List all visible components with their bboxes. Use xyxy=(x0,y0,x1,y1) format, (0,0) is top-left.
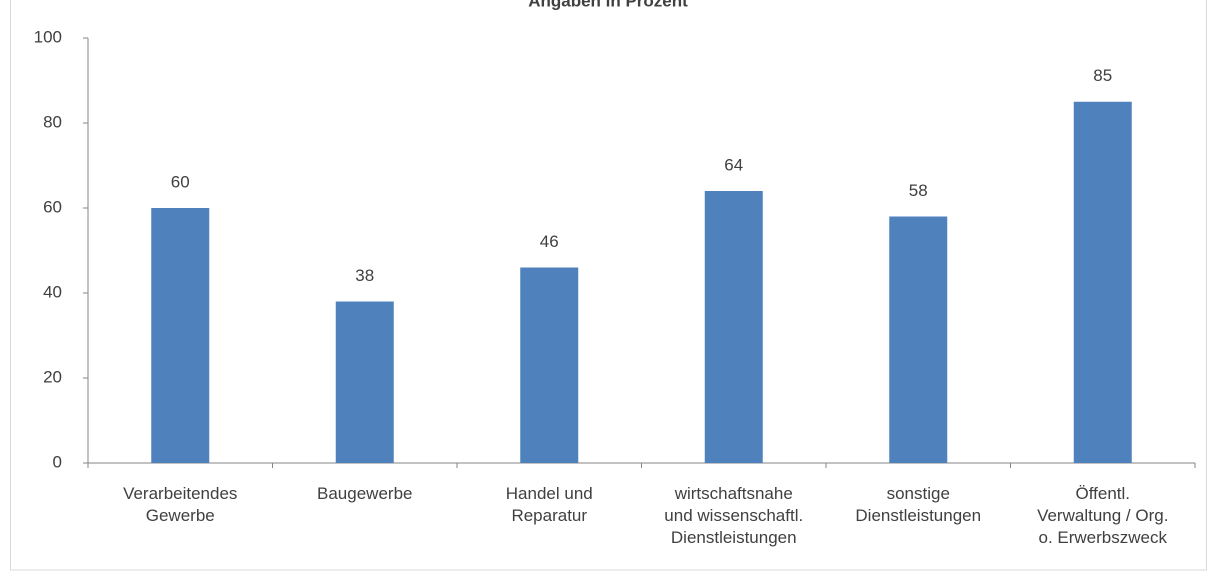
chart-frame xyxy=(10,0,1207,571)
bar xyxy=(704,191,763,463)
x-tick-label: Baugewerbe xyxy=(317,484,413,503)
y-tick-label: 100 xyxy=(34,27,62,46)
chart-title: Angaben in Prozent xyxy=(528,0,688,10)
bar xyxy=(335,301,394,463)
bar xyxy=(1073,101,1132,463)
data-label: 60 xyxy=(171,172,190,191)
bar xyxy=(889,216,948,463)
y-tick-label: 60 xyxy=(43,197,62,216)
y-tick-label: 40 xyxy=(43,282,62,301)
data-label: 46 xyxy=(540,232,559,251)
x-tick-label: sonstige Dienstleistungen xyxy=(855,484,982,525)
data-label: 64 xyxy=(724,155,743,174)
data-label: 38 xyxy=(355,266,374,285)
y-tick-label: 20 xyxy=(43,367,62,386)
y-tick-label: 0 xyxy=(53,452,62,471)
x-tick-label: wirtschaftsnahe und wissenschaftl. Diens… xyxy=(664,484,804,547)
bar xyxy=(520,267,579,463)
x-tick-label: Handel und Reparatur xyxy=(505,484,593,525)
bar xyxy=(151,208,210,463)
x-tick-label: Öffentl. Verwaltung / Org. o. Erwerbszwe… xyxy=(1037,484,1169,547)
data-label: 58 xyxy=(909,181,928,200)
x-tick-label: Verarbeitendes Gewerbe xyxy=(123,484,238,525)
y-tick-label: 80 xyxy=(43,112,62,131)
data-label: 85 xyxy=(1093,66,1112,85)
